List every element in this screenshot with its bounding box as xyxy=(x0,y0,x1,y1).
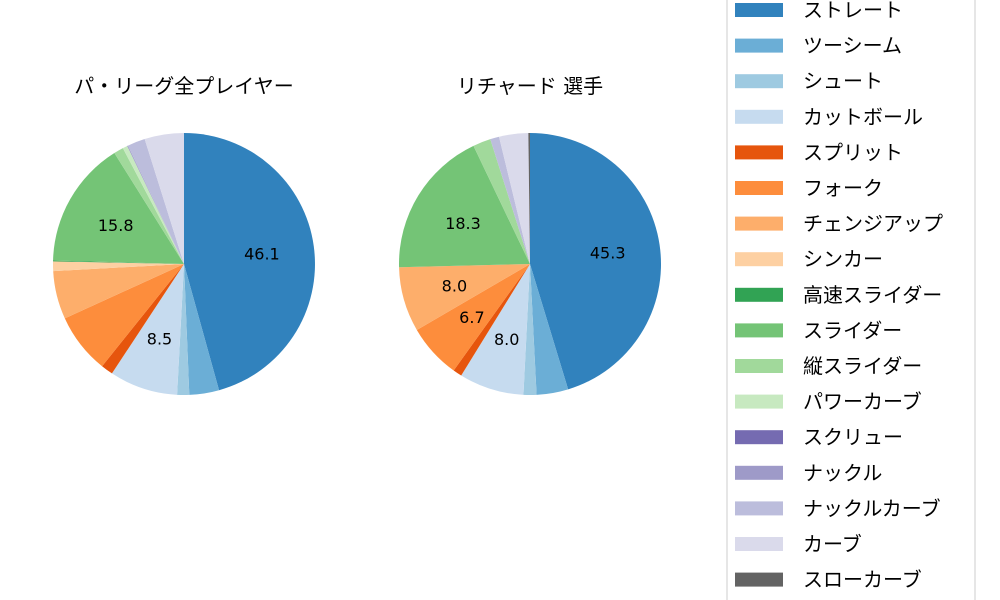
legend-swatch xyxy=(735,3,783,17)
legend-swatch xyxy=(735,359,783,373)
legend-label: スローカーブ xyxy=(803,568,922,592)
legend-label: スプリット xyxy=(803,140,903,164)
pie-slice xyxy=(122,145,184,264)
pie-slice xyxy=(453,264,530,376)
pie-slice xyxy=(53,264,184,319)
pie-slice xyxy=(398,145,530,268)
legend-label: フォーク xyxy=(803,176,883,200)
player-pie-chart: リチャード 選手 45.3 8.0 6.7 8.0 18.3 xyxy=(398,74,662,395)
legend-swatch xyxy=(735,109,783,124)
legend-label: カットボール xyxy=(803,105,923,129)
slice-data-label: 8.0 xyxy=(494,330,519,349)
legend-swatch xyxy=(735,430,783,445)
legend-swatch xyxy=(735,38,783,53)
legend-label: 縦スライダー xyxy=(803,354,922,378)
pie-slice xyxy=(53,261,184,272)
legend-label: チェンジアップ xyxy=(803,212,943,236)
legend-label: スライダー xyxy=(803,318,902,342)
pie-slice xyxy=(399,264,530,330)
legend-label: カーブ xyxy=(803,532,862,556)
pie-slice xyxy=(53,260,184,264)
pie-slice xyxy=(530,133,662,390)
pie-slice xyxy=(461,264,530,395)
legend-label: ナックルカーブ xyxy=(803,496,941,520)
legend-label: 高速スライダー xyxy=(803,283,942,307)
slice-data-label: 8.5 xyxy=(147,330,172,349)
legend-swatch xyxy=(735,74,783,89)
pie-slice xyxy=(416,264,530,371)
legend-swatch xyxy=(735,394,783,409)
pie-slice xyxy=(144,133,184,264)
pie-slice xyxy=(499,133,530,264)
pie-slice xyxy=(127,139,184,264)
slice-data-label: 15.8 xyxy=(98,216,134,235)
legend-label: パワーカーブ xyxy=(803,390,922,414)
legend-label: ストレート xyxy=(803,0,903,22)
pie-slice xyxy=(184,133,315,391)
slice-data-label: 8.0 xyxy=(442,277,467,296)
slice-data-label: 45.3 xyxy=(590,243,626,262)
legend-swatch xyxy=(735,323,783,338)
legend-swatch xyxy=(735,465,783,480)
pie-slice xyxy=(102,264,184,374)
league-pie-chart: パ・リーグ全プレイヤー 46.1 8.5 15.8 xyxy=(53,74,315,395)
legend-swatch xyxy=(735,145,783,160)
pie-slice xyxy=(530,264,569,395)
legend-swatch xyxy=(735,572,783,587)
legend-label: シュート xyxy=(803,69,883,93)
legend-swatch xyxy=(735,537,783,551)
legend-swatch xyxy=(735,252,783,267)
pie-slice xyxy=(523,264,537,395)
slice-data-label: 18.3 xyxy=(445,214,481,233)
pie-slice xyxy=(490,136,530,264)
pie-slice xyxy=(64,264,184,367)
legend-frame xyxy=(726,0,976,600)
legend-swatch xyxy=(735,287,783,302)
legend-label: ツーシーム xyxy=(803,34,902,58)
pie-slice xyxy=(184,264,220,395)
pie-slice xyxy=(111,264,184,395)
pie-slice xyxy=(114,148,184,264)
legend-label: スクリュー xyxy=(803,425,903,449)
legend-label: シンカー xyxy=(803,247,883,271)
pie-slice xyxy=(53,153,184,264)
pie-slice xyxy=(473,139,530,264)
legend: ストレートツーシームシュートカットボールスプリットフォークチェンジアップシンカー… xyxy=(726,0,976,600)
league-pie-title: パ・リーグ全プレイヤー xyxy=(74,74,293,98)
legend-label: ナックル xyxy=(803,461,882,485)
legend-swatch xyxy=(735,501,783,516)
slice-data-label: 46.1 xyxy=(244,244,280,263)
pie-slice xyxy=(127,145,184,264)
legend-swatch xyxy=(735,181,783,195)
pie-slice xyxy=(177,264,190,395)
pie-slice xyxy=(528,133,530,264)
slice-data-label: 6.7 xyxy=(459,308,484,327)
legend-swatch xyxy=(735,216,783,231)
player-pie-title: リチャード 選手 xyxy=(457,74,603,98)
